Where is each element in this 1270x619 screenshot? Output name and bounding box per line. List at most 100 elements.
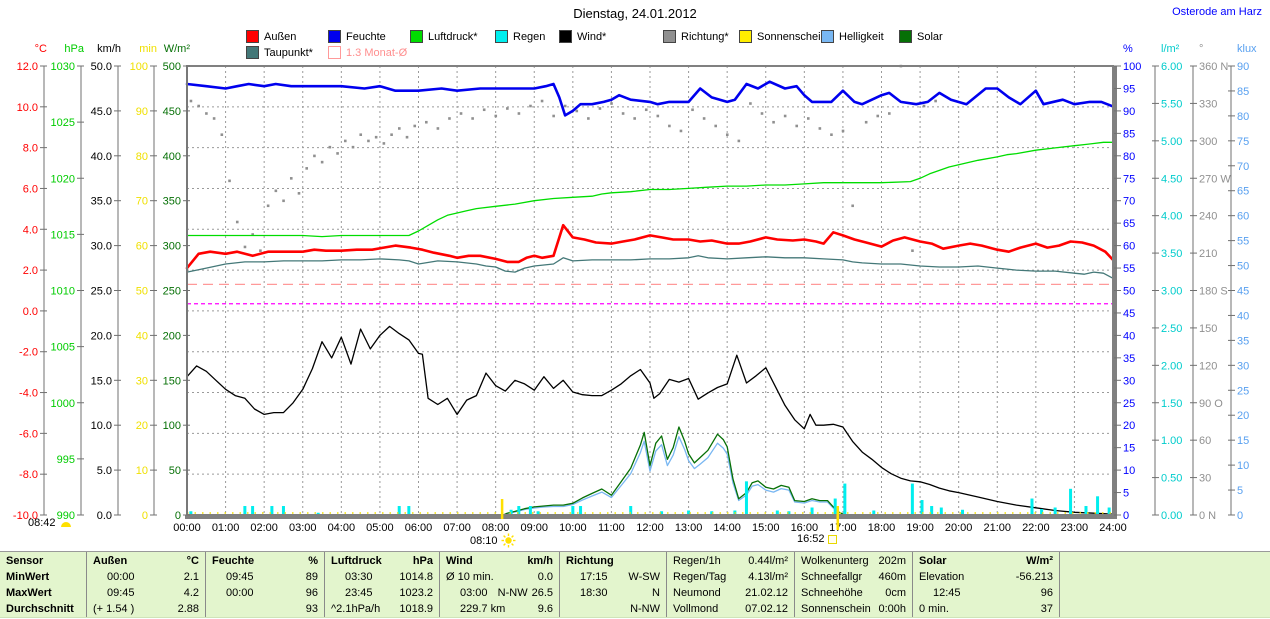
legend-item-luftdruck: Luftdruck*	[410, 30, 495, 43]
axis-tick-label: 300	[163, 241, 181, 253]
x-axis-label: 14:00	[713, 522, 741, 534]
axis-tick-label: 2.50	[1161, 323, 1182, 335]
series-richtung-dot	[598, 107, 602, 110]
x-axis-label: 15:00	[752, 522, 780, 534]
x-axis-baseline	[185, 515, 1117, 519]
axis-tick-label: 70	[1237, 161, 1249, 173]
x-axis-label: 11:00	[598, 522, 625, 534]
axis-tick-label: 50	[169, 465, 181, 477]
series-richtung-dot	[864, 120, 868, 124]
series-richtung-dot	[374, 135, 378, 139]
stats-filler	[1060, 552, 1270, 617]
axis-unit-W/m²: W/m²	[164, 43, 191, 55]
taupunkt-swatch-icon	[246, 46, 259, 59]
axis-tick-label: 0 N	[1199, 510, 1216, 522]
axis-tick-label: 1030	[51, 61, 75, 73]
plot-right-border	[1113, 66, 1117, 519]
axis-tick-label: 1005	[51, 342, 75, 354]
series-richtung-dot	[691, 108, 694, 112]
x-axis-label: 13:00	[675, 522, 703, 534]
axis-tick-label: 2.0	[23, 265, 38, 277]
axis-tick-label: 0.0	[23, 306, 38, 318]
series-richtung-dot	[351, 145, 355, 149]
axis-tick-label: 40	[136, 330, 148, 342]
axis-tick-label: 85	[1237, 86, 1249, 98]
stats-col-luftdruck: Luftdruck hPa 03:30 1014.8 23:45 1023.2 ^2.…	[325, 552, 440, 617]
axis-tick-label: 12.0	[17, 61, 38, 73]
series-regen-bar	[528, 506, 532, 515]
axis-tick-label: 60	[1237, 211, 1249, 223]
series-wind	[186, 325, 1114, 515]
axis-tick-label: 80	[1237, 111, 1249, 123]
series-richtung-dot	[851, 204, 854, 208]
axis-tick-label: 3.00	[1161, 286, 1182, 298]
series-regen-bar	[189, 511, 193, 515]
axis-tick-label: 30	[1237, 360, 1249, 372]
series-richtung-dot	[413, 124, 417, 128]
series-richtung-dot	[922, 104, 926, 108]
axis-tick-label: 100	[163, 420, 181, 432]
series-regen-bar	[270, 506, 274, 515]
series-regen-bar	[961, 509, 965, 515]
axis-tick-label: 90	[136, 106, 148, 118]
weather-chart: °C -10.0 -8.0 -6.0 -4.0 -2.0 0.0 2.0 4.0 6.0 8.0 10…	[13, 43, 1257, 534]
series-richtung-dot	[830, 133, 833, 136]
axis-tick-label: 85	[1123, 128, 1135, 140]
legend-item-taupunkt: Taupunkt*	[246, 46, 328, 59]
series-richtung-dot	[459, 112, 463, 115]
axis-tick-label: 990	[57, 510, 75, 522]
series-richtung-dot	[563, 104, 567, 108]
sunrise-sun-icon	[501, 533, 516, 548]
series-richtung-dot	[575, 109, 579, 113]
axis-tick-label: 60	[1199, 435, 1211, 447]
axis-tick-label: 180 S	[1199, 286, 1228, 298]
axis-tick-label: 75	[1237, 136, 1249, 148]
series-richtung-dot	[212, 117, 216, 120]
axis-tick-label: 0	[142, 510, 148, 522]
axis-tick-label: 60	[136, 241, 148, 253]
axis-tick-label: 40.0	[91, 151, 112, 163]
x-axis-label: 09:00	[520, 522, 548, 534]
half-sun-icon	[60, 522, 71, 527]
x-axis-label: 08:00	[482, 522, 510, 534]
axis-tick-label: 20	[1237, 410, 1249, 422]
series-richtung-dot	[517, 112, 521, 115]
legend-item-feuchte: Feuchte	[328, 30, 410, 43]
series-richtung-dot	[760, 112, 764, 115]
regen-swatch-icon	[495, 30, 508, 43]
x-axis-label: 05:00	[366, 522, 394, 534]
series-regen-bar	[939, 507, 943, 515]
axis-tick-label: 60	[1123, 241, 1135, 253]
series-richtung-dot	[243, 245, 247, 249]
axis-unit-min: min	[139, 43, 157, 55]
axis-tick-label: 90	[1237, 61, 1249, 73]
series-richtung-dot	[266, 204, 270, 208]
stats-col-wind: Wind km/h Ø 10 min. 0.0 03:00 N-NW 26.5 229.…	[440, 552, 560, 617]
series-regen-bar	[1084, 506, 1088, 515]
solar-swatch-icon	[899, 30, 912, 43]
stats-col-aussen: Außen °C 00:00 2.1 09:45 4.2 (+ 1.54 ) 2.88	[87, 552, 206, 617]
series-richtung-dot	[289, 177, 293, 180]
axis-tick-label: 25	[1123, 398, 1135, 410]
series-richtung-dot	[205, 112, 208, 115]
legend-item-sonnenschein: Sonnenschein	[739, 30, 827, 43]
axis-tick-label: 1025	[51, 117, 75, 129]
monatsmittel-swatch-icon	[328, 46, 341, 59]
series-regen-bar	[687, 510, 691, 515]
series-regen-bar	[1096, 496, 1100, 515]
axis-tick-label: 100	[130, 61, 148, 73]
series-regen-bar	[1107, 507, 1111, 515]
x-axis-label: 00:00	[173, 522, 201, 534]
series-regen-bar	[1030, 498, 1034, 515]
series-richtung-dot	[610, 102, 613, 105]
axis-tick-label: 40	[1123, 330, 1135, 342]
series-regen-bar	[775, 510, 779, 515]
axis-tick-label: 10.0	[17, 102, 38, 114]
axis-tick-label: 270 W	[1199, 173, 1231, 185]
legend-item-regen: Regen	[495, 30, 559, 43]
series-richtung-dot	[297, 192, 301, 195]
series-richtung-dot	[220, 133, 224, 136]
axis-tick-label: 250	[163, 286, 181, 298]
series-regen-bar	[243, 506, 247, 515]
